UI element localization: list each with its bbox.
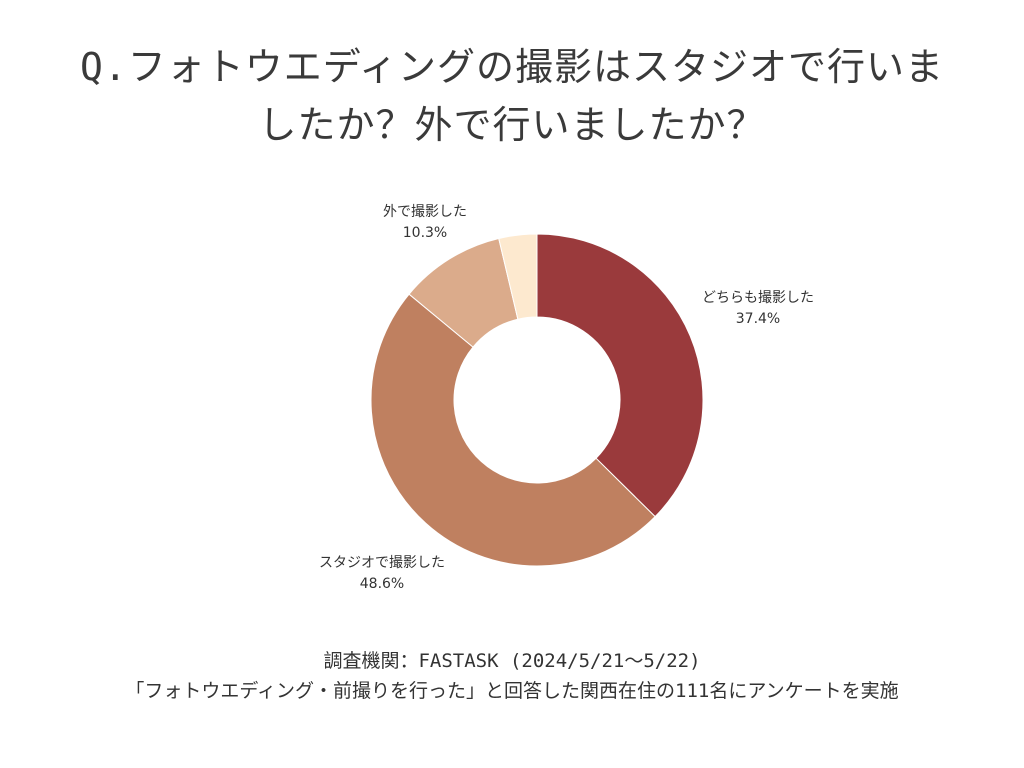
footer-description: 「フォトウエディング・前撮りを行った」と回答した関西在住の111名にアンケートを… bbox=[125, 680, 899, 702]
donut-slice-2 bbox=[370, 293, 656, 567]
donut-slice-1 bbox=[536, 233, 704, 518]
chart-title: Q.フォトウエディングの撮影はスタジオで行いま したか？外で行いましたか？ bbox=[0, 38, 1024, 154]
slice-label-1: どちらも撮影した bbox=[702, 289, 814, 306]
slice-value-label-3: 10.3% bbox=[403, 225, 447, 241]
slice-value-label-2: 48.6% bbox=[360, 576, 404, 592]
title-line-1: Q.フォトウエディングの撮影はスタジオで行いま bbox=[79, 45, 945, 89]
slice-value-label-1: 37.4% bbox=[736, 311, 780, 327]
donut-slice-4 bbox=[498, 233, 538, 320]
footer-note: 調査機関：FASTASK (2024/5/21〜5/22) 「フォトウエディング… bbox=[0, 646, 1024, 706]
slice-label-2: スタジオで撮影した bbox=[319, 554, 445, 571]
title-line-2: したか？外で行いましたか？ bbox=[258, 103, 766, 147]
slice-label-3: 外で撮影した bbox=[383, 203, 467, 220]
footer-source: 調査機関：FASTASK (2024/5/21〜5/22) bbox=[323, 650, 701, 672]
